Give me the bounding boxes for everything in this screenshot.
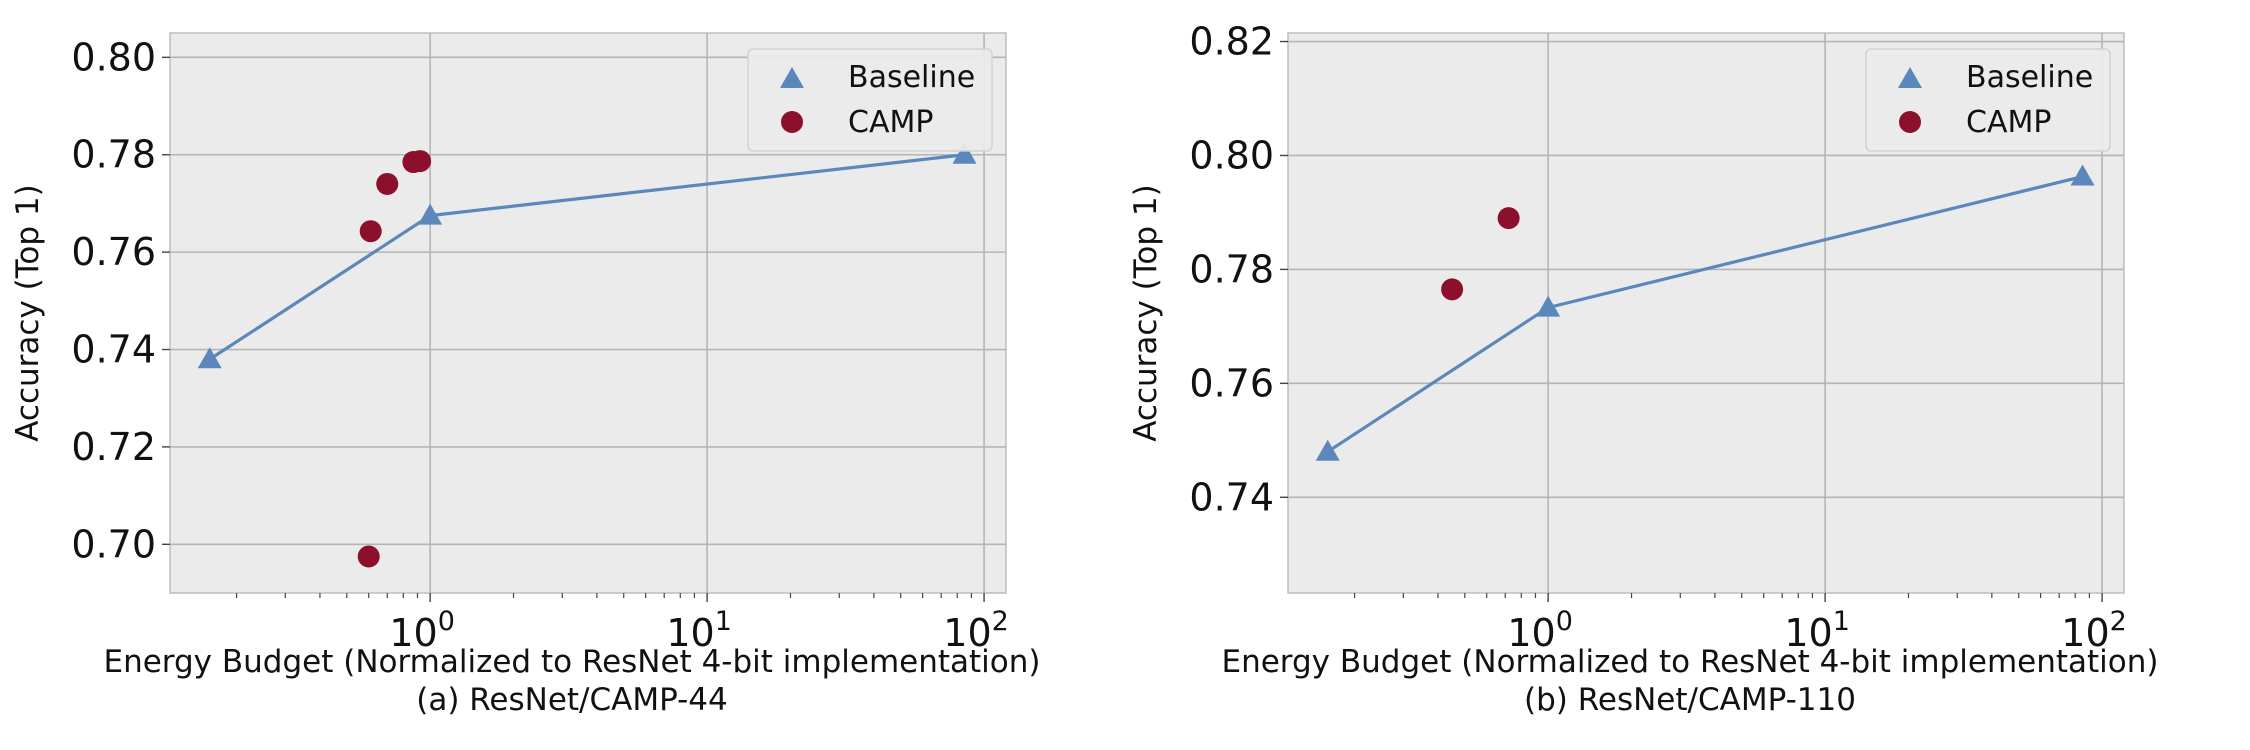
y-tick-label: 0.76 — [71, 230, 156, 274]
legend-label: CAMP — [848, 105, 933, 140]
camp-point — [357, 545, 380, 568]
y-tick-label: 0.74 — [1189, 475, 1274, 519]
y-axis-label: Accuracy (Top 1) — [10, 184, 46, 441]
x-tick-label: 101 — [666, 606, 732, 655]
camp-point — [359, 220, 382, 243]
camp-point — [409, 150, 432, 173]
y-tick-label: 0.70 — [71, 522, 156, 566]
y-tick-label: 0.72 — [71, 425, 156, 469]
y-tick-label: 0.80 — [1189, 133, 1274, 177]
x-tick-label: 100 — [389, 606, 455, 655]
y-tick-label: 0.80 — [71, 35, 156, 79]
baseline-point — [952, 142, 977, 164]
x-tick-label: 101 — [1784, 606, 1850, 655]
baseline-point — [197, 347, 222, 369]
legend-marker-baseline — [1898, 67, 1922, 88]
x-tick-label: 100 — [1507, 606, 1573, 655]
chart-panel-a: 0.70 0.72 0.74 0.76 0.78 0.80 100 101 102Energy … — [10, 32, 1041, 718]
baseline-point — [2070, 164, 2095, 186]
figure-caption: (b) ResNet/CAMP-110 — [1524, 682, 1856, 718]
figure-caption: (a) ResNet/CAMP-44 — [416, 682, 728, 718]
camp-point — [1441, 278, 1464, 301]
legend-marker-camp — [781, 111, 803, 133]
x-tick-label: 102 — [2061, 606, 2127, 655]
x-axis-label: Energy Budget (Normalized to ResNet 4-bi… — [1221, 644, 2158, 680]
camp-point — [376, 172, 399, 195]
y-tick-label: 0.76 — [1189, 361, 1274, 405]
x-tick-label: 102 — [943, 606, 1009, 655]
legend-label: CAMP — [1966, 105, 2051, 140]
camp-point — [1497, 207, 1520, 230]
y-tick-label: 0.74 — [71, 328, 156, 372]
legend-label: Baseline — [1966, 60, 2093, 95]
y-tick-label: 0.82 — [1189, 20, 1274, 64]
legend-box — [1865, 48, 2111, 152]
legend-marker-baseline — [780, 67, 804, 88]
y-axis-label: Accuracy (Top 1) — [1128, 184, 1164, 441]
y-tick-label: 0.78 — [71, 133, 156, 177]
x-axis-label: Energy Budget (Normalized to ResNet 4-bi… — [103, 644, 1040, 680]
baseline-point — [1315, 439, 1340, 461]
legend-box — [747, 48, 993, 152]
y-tick-label: 0.78 — [1189, 247, 1274, 291]
baseline-point — [418, 203, 443, 225]
legend-label: Baseline — [848, 60, 975, 95]
baseline-point — [1536, 295, 1561, 317]
legend-marker-camp — [1899, 111, 1921, 133]
